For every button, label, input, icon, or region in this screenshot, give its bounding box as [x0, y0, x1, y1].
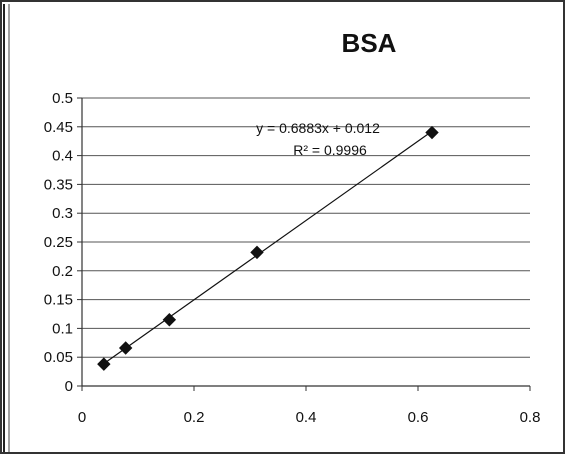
- y-tick-labels: 0 0.05 0.1 0.15 0.2 0.25 0.3 0.35 0.4 0.45 0.5: [44, 90, 73, 395]
- y-tick-label-5: 0.25: [44, 234, 73, 251]
- trendline-equation: y = 0.6883x + 0.012: [256, 120, 380, 136]
- x-tick-label-3: 0.6: [408, 409, 429, 426]
- data-points: [97, 125, 439, 371]
- trendline: [103, 130, 433, 365]
- y-tick-label-4: 0.2: [52, 263, 73, 280]
- x-tick-labels: 0 0.2 0.4 0.6 0.8: [78, 409, 541, 426]
- x-tick-label-2: 0.4: [296, 409, 317, 426]
- data-point-0-2: [162, 313, 177, 327]
- data-point-0-0: [97, 357, 111, 371]
- y-tick-label-7: 0.35: [44, 176, 73, 193]
- data-point-0-3: [250, 245, 264, 260]
- x-tick-label-1: 0.2: [184, 409, 205, 426]
- y-tick-label-8: 0.4: [52, 148, 73, 165]
- r-squared-label: R² = 0.9996: [293, 142, 367, 158]
- y-tick-label-6: 0.3: [52, 205, 73, 222]
- y-tick-label-2: 0.1: [52, 320, 73, 337]
- y-tick-label-1: 0.05: [44, 349, 73, 366]
- y-tick-label-0: 0: [65, 378, 73, 395]
- axis-layer: [77, 97, 531, 391]
- trendline-layer: [103, 130, 433, 365]
- grid-layer: [82, 97, 530, 358]
- data-point-0-1: [118, 341, 133, 355]
- x-tick-label-4: 0.8: [520, 409, 541, 426]
- y-tick-label-10: 0.5: [52, 90, 73, 107]
- x-tick-label-0: 0: [78, 409, 86, 426]
- data-point-0-4: [425, 125, 439, 140]
- y-tick-label-9: 0.45: [44, 119, 73, 136]
- chart-title: BSA: [342, 28, 397, 58]
- y-tick-label-3: 0.15: [44, 292, 73, 309]
